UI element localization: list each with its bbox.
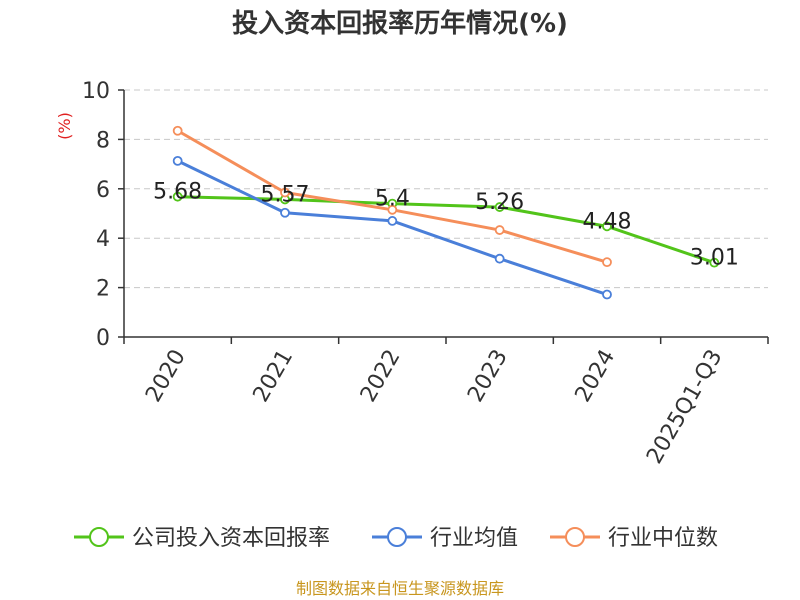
y-tick-label: 0 [96,326,110,351]
y-tick-label: 10 [82,79,110,104]
legend-label-0[interactable]: 公司投入资本回报率 [132,526,330,551]
data-label: 5.4 [375,187,410,212]
legend-marker-0[interactable] [89,527,109,547]
legend-label-2[interactable]: 行业中位数 [608,526,718,551]
series-line-1 [177,159,608,296]
x-tick-label: 2022 [356,346,406,407]
grid [124,89,768,289]
x-tick-label: 2023 [463,345,513,406]
data-label: 5.57 [261,182,310,207]
x-tick-label: 2020 [141,346,191,407]
data-point [387,216,398,226]
data-label: 5.26 [475,190,524,215]
data-label: 4.48 [583,209,632,234]
data-label: 3.01 [690,246,739,271]
data-point [602,221,612,232]
data-point [172,191,183,202]
data-point [602,257,612,268]
data-point [280,207,290,218]
y-axis-label: (%) [55,112,74,140]
data-label: 5.68 [153,180,202,205]
series-line-0 [177,195,715,265]
x-tick-label: 2024 [571,346,621,407]
data-point [172,125,183,136]
x-tick-label: 2025Q1-Q3 [642,346,727,469]
data-point [280,187,290,198]
y-tick-label: 4 [96,227,110,252]
data-point [709,257,720,268]
axes: 0 2 4 6 8 10 2020 2021 2022 2023 2024 2025Q1-Q3 [82,79,769,469]
legend: 公司投入资本回报率 行业均值 行业中位数 [74,526,718,551]
data-labels: 5.68 5.57 5.4 5.26 4.48 3.01 [153,180,739,271]
y-tick-label: 8 [96,128,110,153]
legend-marker-2[interactable] [565,527,585,547]
data-point [387,204,398,215]
data-point [494,202,505,212]
y-tick-label: 6 [96,178,110,203]
legend-marker-1[interactable] [387,527,407,547]
y-tick-label: 2 [96,277,110,302]
x-tick-label: 2021 [249,346,299,407]
series [172,125,720,300]
data-point [602,289,612,300]
chart-title: 投入资本回报率历年情况(%) [232,8,568,39]
data-point [494,225,505,235]
legend-label-1[interactable]: 行业均值 [430,526,518,551]
data-point [172,155,183,166]
data-point [494,253,505,264]
source-note: 制图数据来自恒生聚源数据库 [296,579,504,598]
